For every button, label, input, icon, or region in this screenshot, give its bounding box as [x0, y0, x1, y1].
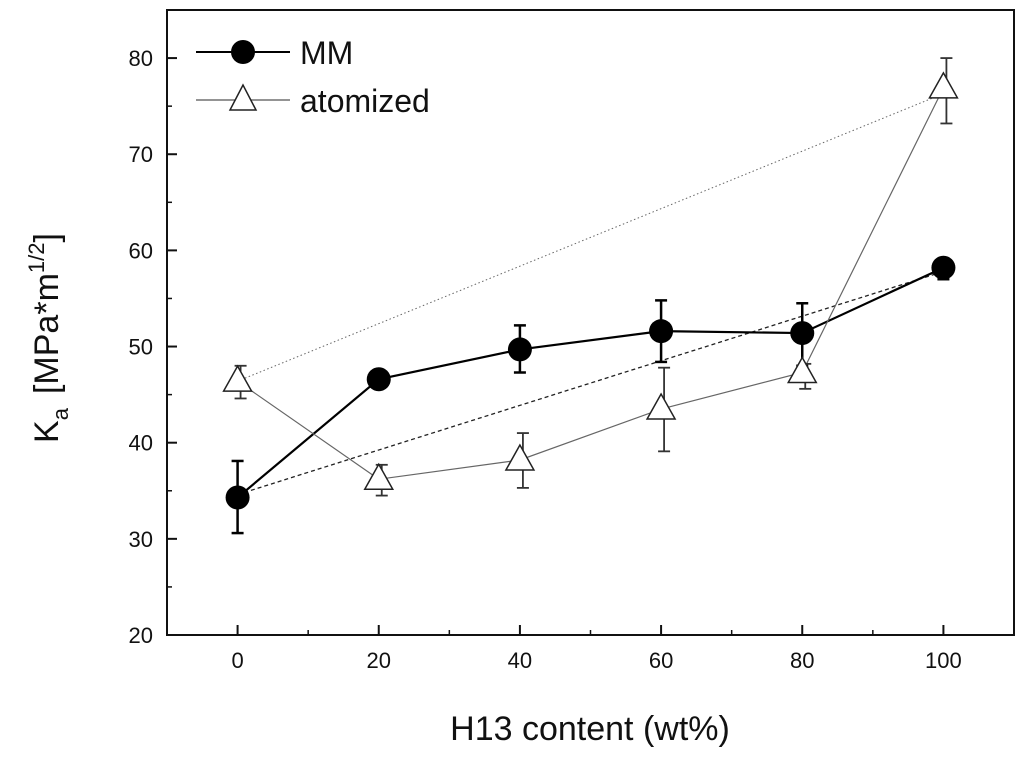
x-tick-label: 100	[925, 648, 962, 673]
data-point-atomized	[928, 71, 959, 99]
legend-label-mm: MM	[300, 35, 353, 71]
y-axis-title-superscript: 1/2	[24, 243, 49, 274]
data-markers	[222, 71, 959, 510]
x-tick-label: 20	[367, 648, 391, 673]
x-tick-label: 60	[649, 648, 673, 673]
series-line-mm	[236, 266, 944, 499]
y-tick-label: 60	[129, 238, 153, 263]
y-tick-label: 50	[129, 335, 153, 360]
y-tick-label: 80	[129, 46, 153, 71]
y-axis-title-subscript: a	[48, 407, 73, 420]
axis-ticks: 0 20 40 60 80 100 20 30 40 50 60 70 80	[129, 46, 962, 673]
data-point-atomized	[222, 364, 253, 392]
y-axis-title-unit: MPa*m	[28, 273, 66, 384]
legend-marker-mm	[231, 40, 255, 64]
data-point-atomized	[786, 355, 818, 384]
series-line-atomized	[237, 87, 944, 480]
y-tick-label: 40	[129, 431, 153, 456]
y-tick-label: 30	[129, 527, 153, 552]
x-tick-label: 80	[790, 648, 814, 673]
plot-frame	[166, 9, 1015, 636]
series-lines	[236, 87, 944, 499]
x-axis-title: H13 content (wt%)	[450, 710, 730, 748]
svg-text:Ka[MPa*m1/2]: Ka [MPa*m1/2]	[24, 233, 73, 443]
trend-lines	[237, 93, 944, 496]
y-axis-title-bracket-open: [	[28, 384, 66, 394]
data-point-mm	[225, 485, 250, 510]
data-point-mm	[649, 319, 674, 344]
y-tick-label: 20	[129, 623, 153, 648]
data-point-mm	[790, 321, 815, 346]
legend-marker-atomized	[228, 83, 258, 111]
data-point-mm	[507, 337, 532, 362]
data-point-atomized	[504, 443, 536, 471]
data-point-atomized	[363, 462, 395, 490]
x-tick-label: 0	[231, 648, 243, 673]
y-axis-title-base: K	[28, 420, 66, 443]
y-axis-title-bracket-close: ]	[28, 233, 66, 242]
x-tick-label: 40	[508, 648, 532, 673]
data-point-mm	[931, 255, 956, 280]
legend: MM atomized	[196, 35, 430, 119]
legend-label-atomized: atomized	[300, 83, 430, 119]
trend-line-atomized	[237, 93, 944, 382]
data-point-mm	[366, 367, 391, 392]
data-point-atomized	[645, 392, 677, 420]
y-tick-label: 70	[129, 142, 153, 167]
y-axis-title: Ka [MPa*m1/2]	[24, 233, 73, 443]
trend-line-mm	[237, 270, 944, 496]
